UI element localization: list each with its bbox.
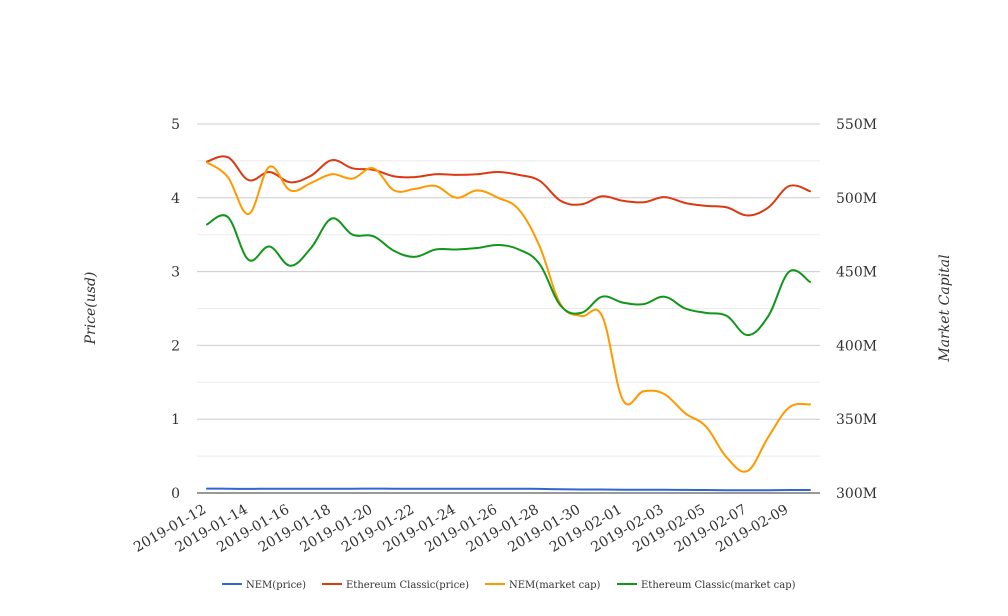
series-line-1 [206, 487, 811, 492]
legend-label: Ethereum Classic(market cap) [641, 580, 796, 591]
legend-label: NEM(price) [246, 580, 306, 591]
legend-label: Ethereum Classic(price) [346, 580, 469, 591]
x-axis-ticks: 2019-01-122019-01-142019-01-162019-01-18… [131, 502, 791, 556]
right-tick-label: 450M [836, 265, 877, 281]
right-tick-label: 300M [836, 486, 877, 502]
left-tick-label: 0 [171, 486, 180, 502]
right-tick-label: 550M [836, 117, 877, 133]
left-tick-label: 5 [171, 117, 180, 133]
left-tick-label: 2 [171, 338, 180, 354]
left-tick-label: 4 [171, 191, 180, 207]
right-tick-label: 400M [836, 338, 877, 354]
legend: NEM(price) Ethereum Classic(price) NEM(mar… [222, 580, 796, 591]
gridlines [197, 123, 820, 494]
left-axis-title: Price(usd) [83, 272, 99, 346]
legend-label: NEM(market cap) [509, 580, 601, 591]
series-line-4 [206, 214, 811, 337]
series-lines [206, 155, 811, 492]
right-axis-ticks: 300M 350M 400M 450M 500M 550M [836, 117, 877, 502]
left-tick-label: 3 [171, 265, 180, 281]
left-tick-label: 1 [171, 412, 180, 428]
series-line-2 [206, 155, 811, 217]
left-axis-ticks: 0 1 2 3 4 5 [171, 117, 180, 502]
right-tick-label: 500M [836, 191, 877, 207]
right-tick-label: 350M [836, 412, 877, 428]
series-line-3 [206, 161, 811, 473]
right-axis-title: Market Capital [937, 254, 953, 362]
